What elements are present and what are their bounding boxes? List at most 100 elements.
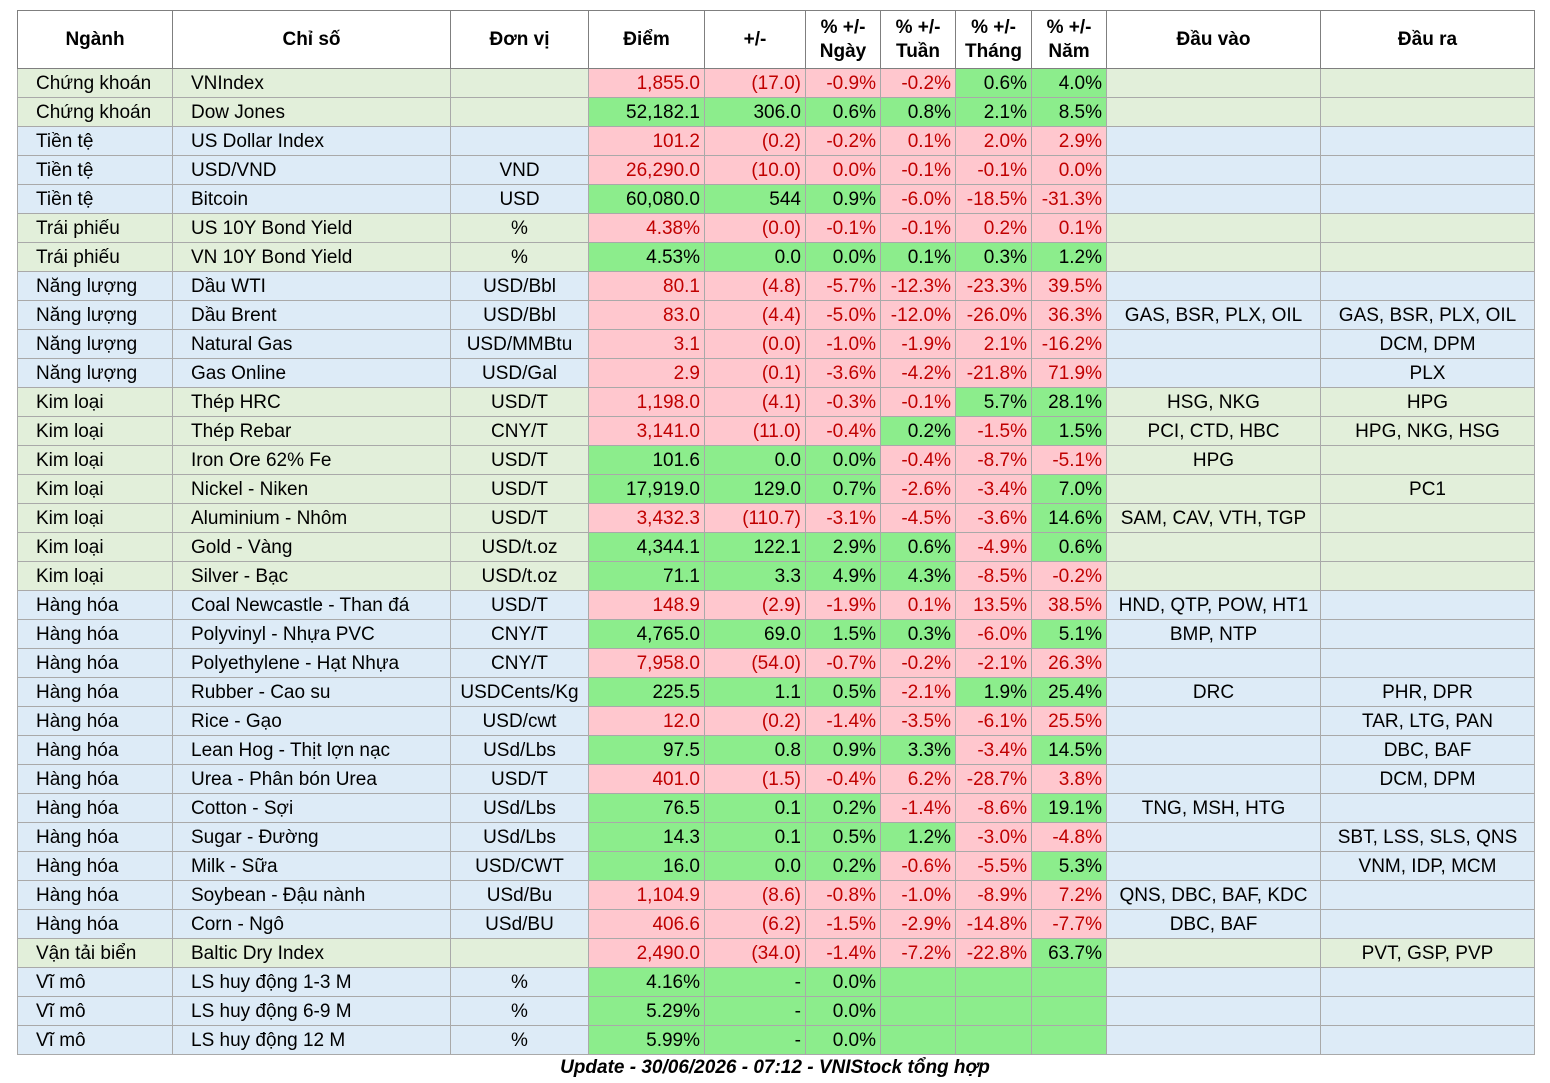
unit-cell: CNY/T — [450, 619, 589, 649]
pct-week-cell: -12.3% — [880, 271, 956, 301]
point-cell: 401.0 — [588, 764, 705, 794]
pct-week-cell — [880, 996, 956, 1026]
point-cell: 80.1 — [588, 271, 705, 301]
unit-cell: USD/T — [450, 474, 589, 504]
sector-cell: Hàng hóa — [17, 764, 173, 794]
table-row: Kim loại Gold - Vàng USD/t.oz 4,344.1 122.1 2… — [17, 532, 1535, 562]
pct-week-cell: -2.1% — [880, 677, 956, 707]
input-stocks-cell: QNS, DBC, BAF, KDC — [1106, 880, 1321, 910]
index-cell: Lean Hog - Thịt lợn nạc — [172, 735, 451, 765]
pct-year-cell: 7.2% — [1031, 880, 1107, 910]
pct-week-cell: -2.6% — [880, 474, 956, 504]
input-stocks-cell — [1106, 184, 1321, 214]
change-cell: 0.0 — [704, 242, 806, 272]
input-stocks-cell — [1106, 271, 1321, 301]
index-cell: US Dollar Index — [172, 126, 451, 156]
pct-day-cell: 2.9% — [805, 532, 881, 562]
pct-week-cell: -4.5% — [880, 503, 956, 533]
table-row: Chứng khoán VNIndex 1,855.0 (17.0) -0.9% -0.2… — [17, 68, 1535, 98]
point-cell: 3,141.0 — [588, 416, 705, 446]
index-cell: USD/VND — [172, 155, 451, 185]
input-stocks-cell — [1106, 126, 1321, 156]
index-cell: Dầu WTI — [172, 271, 451, 301]
table-row: Vĩ mô LS huy động 1-3 M% 4.16% -0.0% — [17, 967, 1535, 997]
unit-cell: USD/cwt — [450, 706, 589, 736]
header-sector: Ngành — [17, 10, 173, 69]
index-cell: Rice - Gạo — [172, 706, 451, 736]
index-cell: Silver - Bạc — [172, 561, 451, 591]
change-cell: 0.0 — [704, 851, 806, 881]
pct-week-cell: -7.2% — [880, 938, 956, 968]
table-row: Năng lượng Dầu Brent USD/Bbl 83.0 (4.4) -5.0%… — [17, 300, 1535, 330]
table-row: Hàng hóa Milk - Sữa USD/CWT 16.0 0.0 0.2% -0.6… — [17, 851, 1535, 881]
change-cell: 544 — [704, 184, 806, 214]
index-cell: VN 10Y Bond Yield — [172, 242, 451, 272]
sector-cell: Hàng hóa — [17, 851, 173, 881]
input-stocks-cell: SAM, CAV, VTH, TGP — [1106, 503, 1321, 533]
point-cell: 2,490.0 — [588, 938, 705, 968]
pct-week-cell: -0.1% — [880, 387, 956, 417]
pct-day-cell: 0.0% — [805, 155, 881, 185]
index-cell: Bitcoin — [172, 184, 451, 214]
pct-year-cell: 71.9% — [1031, 358, 1107, 388]
pct-day-cell: -0.1% — [805, 213, 881, 243]
pct-year-cell — [1031, 996, 1107, 1026]
table-row: Vận tải biển Baltic Dry Index 2,490.0 (34.0… — [17, 938, 1535, 968]
pct-year-cell: 5.3% — [1031, 851, 1107, 881]
point-cell: 101.6 — [588, 445, 705, 475]
pct-week-cell: 1.2% — [880, 822, 956, 852]
output-stocks-cell — [1320, 909, 1535, 939]
unit-cell: USd/BU — [450, 909, 589, 939]
output-stocks-cell — [1320, 271, 1535, 301]
pct-week-cell: 0.3% — [880, 619, 956, 649]
input-stocks-cell — [1106, 213, 1321, 243]
sector-cell: Trái phiếu — [17, 213, 173, 243]
unit-cell: USD/CWT — [450, 851, 589, 881]
input-stocks-cell — [1106, 155, 1321, 185]
index-cell: LS huy động 12 M — [172, 1025, 451, 1055]
pct-week-cell: 4.3% — [880, 561, 956, 591]
pct-day-cell: 0.9% — [805, 184, 881, 214]
pct-year-cell: -7.7% — [1031, 909, 1107, 939]
input-stocks-cell: DRC — [1106, 677, 1321, 707]
index-cell: Gas Online — [172, 358, 451, 388]
index-cell: Baltic Dry Index — [172, 938, 451, 968]
pct-month-cell: -8.7% — [955, 445, 1032, 475]
pct-year-cell: 1.2% — [1031, 242, 1107, 272]
output-stocks-cell: PLX — [1320, 358, 1535, 388]
pct-month-cell: -6.1% — [955, 706, 1032, 736]
index-cell: VNIndex — [172, 68, 451, 98]
pct-month-cell: -18.5% — [955, 184, 1032, 214]
table-row: Trái phiếu US 10Y Bond Yield% 4.38% (0.0) -0… — [17, 213, 1535, 243]
index-cell: US 10Y Bond Yield — [172, 213, 451, 243]
pct-month-cell: -2.1% — [955, 648, 1032, 678]
sector-cell: Chứng khoán — [17, 97, 173, 127]
point-cell: 83.0 — [588, 300, 705, 330]
table-row: Hàng hóa Urea - Phân bón Urea USD/T 401.0 (1… — [17, 764, 1535, 794]
point-cell: 2.9 — [588, 358, 705, 388]
input-stocks-cell — [1106, 706, 1321, 736]
point-cell: 76.5 — [588, 793, 705, 823]
pct-week-cell: -4.2% — [880, 358, 956, 388]
change-cell: (4.8) — [704, 271, 806, 301]
pct-month-cell: -6.0% — [955, 619, 1032, 649]
change-cell: (2.9) — [704, 590, 806, 620]
input-stocks-cell — [1106, 996, 1321, 1026]
input-stocks-cell — [1106, 242, 1321, 272]
pct-year-cell: -4.8% — [1031, 822, 1107, 852]
change-cell: (8.6) — [704, 880, 806, 910]
pct-week-cell: -2.9% — [880, 909, 956, 939]
output-stocks-cell — [1320, 503, 1535, 533]
unit-cell: USD/t.oz — [450, 532, 589, 562]
input-stocks-cell: HND, QTP, POW, HT1 — [1106, 590, 1321, 620]
sector-cell: Kim loại — [17, 561, 173, 591]
unit-cell: USD/Bbl — [450, 300, 589, 330]
pct-day-cell: 0.6% — [805, 97, 881, 127]
header-pct-day-line: % +/- — [820, 16, 866, 38]
point-cell: 4,344.1 — [588, 532, 705, 562]
pct-day-cell: 0.2% — [805, 851, 881, 881]
pct-week-cell: -0.6% — [880, 851, 956, 881]
pct-day-cell: -1.5% — [805, 909, 881, 939]
output-stocks-cell — [1320, 97, 1535, 127]
pct-month-cell: -3.4% — [955, 474, 1032, 504]
